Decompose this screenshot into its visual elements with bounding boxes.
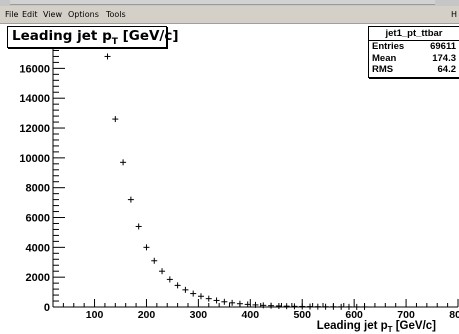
x-tick-label: 800 <box>449 309 459 321</box>
data-point <box>314 303 321 310</box>
x-axis-title: Leading jet pT [GeV/c] <box>317 320 436 334</box>
x-tick-label: 700 <box>397 309 415 321</box>
data-point <box>151 257 158 264</box>
data-point <box>268 302 275 309</box>
data-point <box>361 303 368 310</box>
stats-divider <box>369 40 459 41</box>
stats-mean-value: 174.3 <box>432 53 456 64</box>
data-point <box>236 300 243 307</box>
stats-rms-label: RMS <box>372 64 394 75</box>
y-axis-ticks: 0 2000 4000 6000 8000 10000 12000 14000 16000 <box>19 49 65 314</box>
x-tick-label: 200 <box>138 309 156 321</box>
menu-help[interactable]: H <box>451 10 457 19</box>
y-tick-label: 12000 <box>19 123 50 135</box>
data-point <box>260 302 267 309</box>
data-point <box>190 290 197 297</box>
data-points <box>104 53 368 310</box>
stats-name: jet1_pt_ttbar <box>385 28 443 39</box>
menu-help-label: H <box>451 10 458 19</box>
data-point <box>345 303 352 310</box>
data-point <box>291 303 298 310</box>
data-point <box>197 293 204 300</box>
stats-mean-label: Mean <box>372 53 397 64</box>
x-tick-label: 500 <box>293 309 311 321</box>
data-point <box>299 303 306 310</box>
y-tick-label: 4000 <box>26 242 50 254</box>
data-point <box>174 282 181 289</box>
data-point <box>182 286 189 293</box>
stats-box[interactable]: jet1_pt_ttbar Entries 69611 Mean 174.3 R… <box>368 26 459 78</box>
toolbar-edge <box>10 0 435 5</box>
menu-tools[interactable]: Tools <box>106 10 126 19</box>
menu-view-label: View <box>43 10 62 19</box>
stats-entries-label: Entries <box>372 41 405 52</box>
data-point <box>213 297 220 304</box>
x-tick-label: 400 <box>242 309 260 321</box>
x-axis-ticks: 100 200 300 400 500 600 700 800 <box>52 299 459 321</box>
menu-tools-label: Tools <box>106 10 126 19</box>
y-tick-label: 10000 <box>19 153 50 165</box>
y-tick-label: 8000 <box>26 183 50 195</box>
data-point <box>338 303 345 310</box>
data-point <box>283 303 290 310</box>
x-axis-title-unit: [GeV/c] <box>393 320 437 332</box>
data-point <box>275 302 282 309</box>
y-tick-label: 16000 <box>19 63 50 75</box>
menu-file[interactable]: File <box>5 10 18 19</box>
x-tick-label: 100 <box>86 309 104 321</box>
y-tick-label: 14000 <box>19 93 50 105</box>
data-point <box>135 223 142 230</box>
stats-entries-value: 69611 <box>430 41 456 52</box>
menu-options-label: Options <box>68 10 99 19</box>
data-point <box>166 276 173 283</box>
menu-view[interactable]: View <box>43 10 62 19</box>
y-tick-label: 2000 <box>26 272 50 284</box>
histogram-title-box[interactable]: Leading jet pT [GeV/c] <box>7 26 179 48</box>
data-point <box>252 301 259 308</box>
x-axis-title-sub: T <box>388 325 393 334</box>
x-tick-label: 300 <box>190 309 208 321</box>
histogram-title: Leading jet pT [GeV/c] <box>12 28 179 47</box>
data-point <box>221 298 228 305</box>
data-point <box>104 53 111 60</box>
histogram-title-main: Leading jet p <box>12 28 112 44</box>
menu-edit[interactable]: Edit <box>22 10 38 19</box>
data-point <box>159 268 166 275</box>
data-point <box>205 295 212 302</box>
data-point <box>322 303 329 310</box>
data-point <box>120 159 127 166</box>
data-point <box>127 196 134 203</box>
menu-bar: File Edit View Options Tools H <box>0 6 459 24</box>
data-point <box>330 303 337 310</box>
menu-options[interactable]: Options <box>68 10 99 19</box>
window-top-strip <box>0 0 459 6</box>
histogram-plot[interactable]: 100 200 300 400 500 600 700 800 0 2000 4000 6000 80… <box>0 24 459 334</box>
data-point <box>307 303 314 310</box>
y-tick-label: 0 <box>44 302 50 314</box>
histogram-title-sub: T <box>111 37 118 47</box>
data-point <box>112 116 119 123</box>
x-axis-title-main: Leading jet p <box>317 320 388 332</box>
histogram-title-unit: [GeV/c] <box>117 28 179 44</box>
x-tick-label: 600 <box>345 309 363 321</box>
menu-file-label: File <box>5 10 19 19</box>
data-point <box>353 303 360 310</box>
y-tick-label: 6000 <box>26 213 50 225</box>
data-point <box>229 299 236 306</box>
data-point <box>244 301 251 308</box>
menu-edit-label: Edit <box>22 10 38 19</box>
stats-rms-value: 64.2 <box>437 64 457 75</box>
plot-frame <box>52 46 458 308</box>
data-point <box>143 244 150 251</box>
